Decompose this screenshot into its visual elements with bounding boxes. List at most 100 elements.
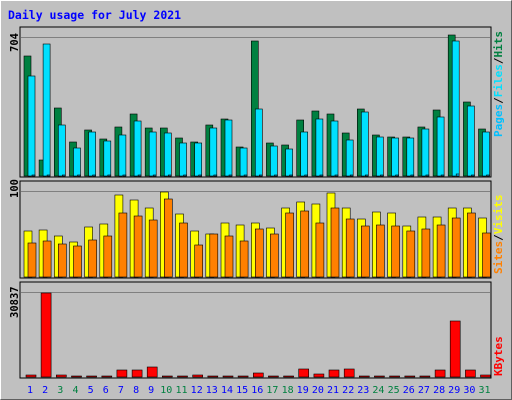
bar-files-day-28 xyxy=(436,116,445,177)
bar-sites-day-2 xyxy=(42,240,52,278)
bar-kbytes-day-2 xyxy=(40,292,52,378)
day-label-3: 3 xyxy=(57,385,63,396)
side-label-part-visits-2: Visits xyxy=(492,195,505,235)
day-label-1: 1 xyxy=(27,385,33,396)
day-label-13: 13 xyxy=(206,385,218,396)
panel-visits-side-label: Sites/Visits xyxy=(492,195,505,275)
bar-sites-day-19 xyxy=(300,210,310,278)
bar-sites-day-4 xyxy=(73,245,82,278)
bar-pages-day-26 xyxy=(410,174,415,177)
bar-pages-day-2 xyxy=(46,174,51,177)
bar-kbytes-day-6 xyxy=(101,375,113,378)
bar-sites-day-25 xyxy=(391,225,400,278)
day-label-16: 16 xyxy=(251,385,263,396)
bar-hits-day-16 xyxy=(251,40,259,177)
day-label-20: 20 xyxy=(312,385,324,396)
bar-pages-day-10 xyxy=(168,174,172,177)
bar-kbytes-day-28 xyxy=(434,369,446,378)
day-label-10: 10 xyxy=(160,385,172,396)
panel-visits-ymax-label: 100 xyxy=(9,179,21,198)
day-label-25: 25 xyxy=(388,385,400,396)
bar-kbytes-day-8 xyxy=(131,369,143,378)
bar-sites-day-7 xyxy=(118,212,128,278)
bar-pages-day-30 xyxy=(471,174,475,177)
panel-kbytes-side-label: KBytes xyxy=(492,336,505,376)
bar-kbytes-day-20 xyxy=(313,373,325,378)
bar-pages-day-25 xyxy=(395,174,399,177)
bar-kbytes-day-18 xyxy=(283,375,294,378)
bar-files-day-26 xyxy=(406,137,415,177)
bar-kbytes-day-19 xyxy=(298,368,310,378)
bar-kbytes-day-11 xyxy=(177,375,188,378)
bar-sites-day-27 xyxy=(421,228,431,278)
bar-files-day-18 xyxy=(285,148,293,177)
panel-hits-bars xyxy=(21,34,490,177)
bar-files-day-1 xyxy=(27,75,36,177)
day-label-14: 14 xyxy=(221,385,233,396)
bar-files-day-30 xyxy=(467,105,475,177)
day-label-28: 28 xyxy=(433,385,445,396)
bar-pages-day-14 xyxy=(228,174,233,177)
bar-kbytes-day-17 xyxy=(268,375,279,378)
bar-kbytes-day-14 xyxy=(222,375,234,378)
bar-pages-day-17 xyxy=(274,174,278,177)
bar-pages-day-19 xyxy=(304,174,309,177)
bar-pages-day-13 xyxy=(213,174,218,177)
bar-sites-day-23 xyxy=(360,225,370,278)
bar-sites-day-15 xyxy=(239,240,249,278)
side-label-part-hits-3: / xyxy=(492,57,505,64)
panel-visits: 100 Sites/Visits xyxy=(9,179,505,279)
day-label-24: 24 xyxy=(372,385,384,396)
panel-kbytes-bars xyxy=(21,292,491,378)
bar-files-day-13 xyxy=(209,127,218,177)
side-label-part-visits-1: / xyxy=(492,234,505,241)
bar-pages-day-29 xyxy=(455,173,460,177)
bar-sites-day-24 xyxy=(376,224,385,278)
bar-pages-day-16 xyxy=(258,174,263,177)
bar-sites-day-12 xyxy=(194,244,203,278)
bar-sites-day-22 xyxy=(345,218,355,278)
bar-pages-day-23 xyxy=(364,174,369,177)
bar-sites-day-6 xyxy=(103,235,113,278)
bar-kbytes-day-12 xyxy=(192,374,203,378)
bar-files-day-21 xyxy=(330,120,339,177)
bar-kbytes-day-26 xyxy=(404,375,416,378)
bar-kbytes-day-4 xyxy=(71,375,82,378)
bar-pages-day-21 xyxy=(334,174,339,177)
bar-files-day-19 xyxy=(300,131,309,177)
day-label-9: 9 xyxy=(148,385,154,396)
side-label-part-kbytes-0: KBytes xyxy=(492,336,505,376)
bar-files-day-27 xyxy=(421,128,430,177)
bar-kbytes-day-23 xyxy=(358,375,370,378)
bar-files-day-24 xyxy=(376,136,384,177)
bar-sites-day-21 xyxy=(330,207,340,278)
side-label-part-visits-0: Sites xyxy=(492,241,505,274)
panel-kbytes-ymax-label: 30837 xyxy=(9,286,21,318)
bar-pages-day-1 xyxy=(31,174,36,177)
side-label-part-hits-1: / xyxy=(492,97,505,104)
panel-hits-ymax-label: 704 xyxy=(9,33,21,52)
bar-files-day-16 xyxy=(255,108,263,177)
bar-kbytes-day-9 xyxy=(146,366,158,378)
day-label-29: 29 xyxy=(448,385,460,396)
bar-files-day-23 xyxy=(360,111,369,177)
day-label-18: 18 xyxy=(282,385,294,396)
bar-kbytes-day-7 xyxy=(116,369,128,378)
bar-pages-day-3 xyxy=(61,174,66,177)
bar-files-day-31 xyxy=(482,131,490,177)
bar-files-day-15 xyxy=(239,147,248,177)
bar-pages-day-31 xyxy=(486,174,490,177)
bar-pages-day-27 xyxy=(425,174,430,177)
bar-kbytes-day-10 xyxy=(162,375,173,378)
bar-files-day-14 xyxy=(224,119,233,177)
bar-pages-day-22 xyxy=(349,174,354,177)
bar-sites-day-18 xyxy=(285,212,294,278)
bar-files-day-17 xyxy=(270,145,278,177)
bar-sites-day-28 xyxy=(436,224,446,278)
side-label-part-hits-0: Pages xyxy=(492,104,505,137)
day-label-31: 31 xyxy=(478,385,490,396)
bar-kbytes-day-5 xyxy=(86,375,97,378)
bar-files-day-7 xyxy=(118,134,127,177)
